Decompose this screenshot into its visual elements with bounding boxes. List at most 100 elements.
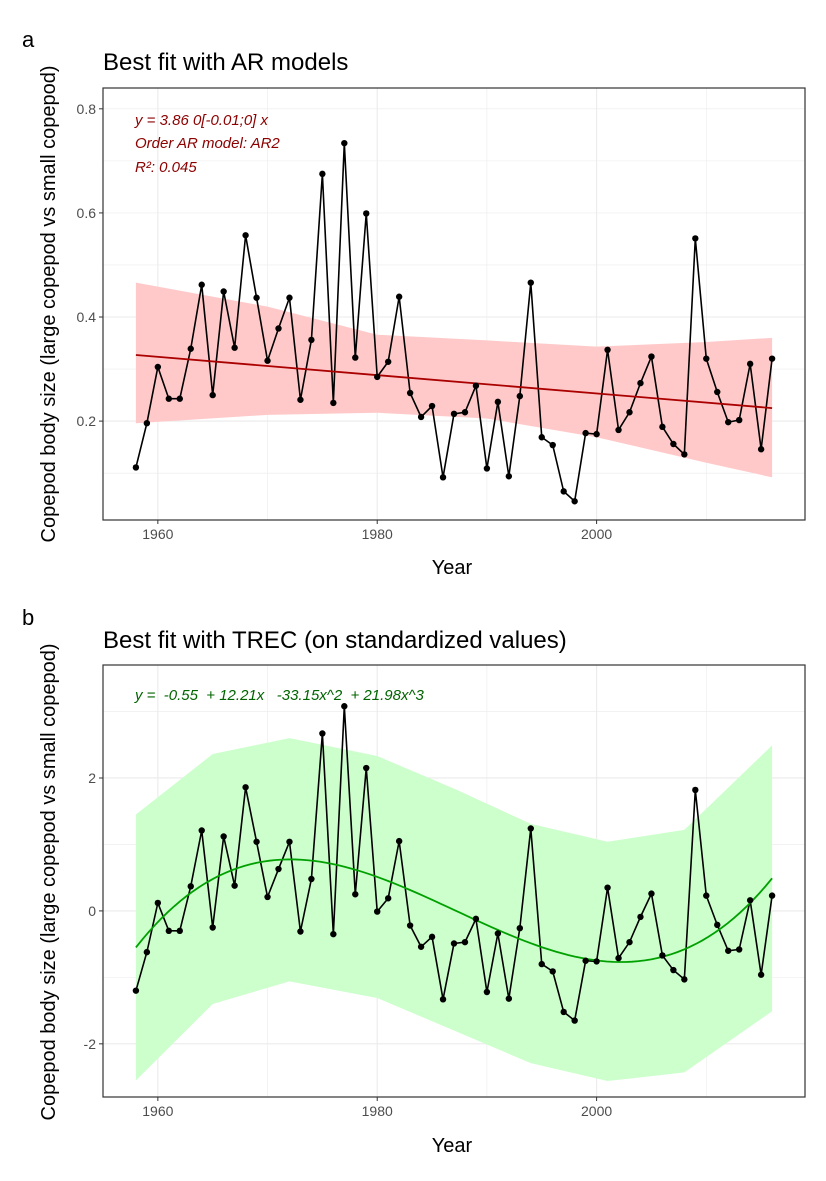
data-point bbox=[253, 294, 260, 301]
data-point bbox=[725, 947, 732, 954]
panel-label: a bbox=[22, 27, 35, 52]
annotation-equation: y = -0.55 + 12.21x -33.15x^2 + 21.98x^3 bbox=[134, 687, 425, 704]
data-point bbox=[494, 398, 502, 406]
plot-area: 1960 1980 2000 0.2 0.4 0.6 0.8 bbox=[77, 87, 806, 542]
data-point bbox=[670, 440, 677, 448]
data-point bbox=[330, 930, 337, 938]
data-point bbox=[395, 837, 403, 845]
data-point bbox=[209, 391, 216, 399]
data-point bbox=[472, 915, 480, 923]
data-point bbox=[428, 933, 436, 941]
data-point bbox=[692, 786, 699, 794]
x-tick-label: 1980 bbox=[362, 526, 393, 542]
data-point bbox=[593, 430, 600, 438]
data-point bbox=[593, 958, 600, 965]
data-point bbox=[768, 892, 776, 899]
data-point bbox=[560, 488, 567, 495]
data-point bbox=[352, 891, 359, 898]
data-point bbox=[319, 170, 326, 178]
data-point bbox=[363, 764, 370, 772]
data-point bbox=[516, 924, 524, 932]
data-point bbox=[714, 921, 721, 929]
chart-title: Best fit with AR models bbox=[103, 49, 348, 76]
data-point bbox=[757, 971, 765, 978]
data-point bbox=[604, 346, 611, 354]
data-point bbox=[538, 434, 545, 441]
data-point bbox=[746, 360, 754, 368]
data-point bbox=[231, 344, 238, 351]
data-point bbox=[242, 784, 249, 791]
data-point bbox=[374, 373, 381, 381]
plot-area: 1960 1980 2000 -2 0 2 bbox=[84, 664, 806, 1119]
data-point bbox=[735, 416, 743, 424]
data-point bbox=[275, 325, 282, 332]
data-point bbox=[450, 940, 458, 947]
data-point bbox=[626, 938, 633, 946]
data-point bbox=[549, 968, 556, 975]
data-point bbox=[275, 865, 282, 873]
data-point bbox=[626, 409, 633, 416]
data-point bbox=[341, 703, 348, 710]
data-point bbox=[132, 987, 140, 994]
data-point bbox=[143, 419, 151, 427]
data-point bbox=[264, 357, 271, 364]
data-point bbox=[637, 913, 644, 921]
x-tick-label: 2000 bbox=[581, 1103, 612, 1119]
data-point bbox=[505, 995, 513, 1002]
data-point bbox=[330, 399, 337, 407]
data-point bbox=[384, 895, 392, 902]
data-point bbox=[549, 441, 556, 449]
data-point bbox=[615, 954, 622, 962]
data-point bbox=[198, 827, 205, 834]
y-axis-title: Copepod body size (large copepod vs smal… bbox=[38, 66, 60, 543]
data-point bbox=[132, 464, 140, 471]
data-point bbox=[483, 465, 491, 472]
y-tick-label: 0.4 bbox=[77, 309, 97, 325]
fit-line bbox=[135, 858, 773, 963]
data-point bbox=[417, 413, 425, 421]
fit-line bbox=[135, 354, 773, 409]
data-point bbox=[165, 927, 173, 935]
x-tick-label: 2000 bbox=[581, 526, 612, 542]
panel-label: b bbox=[22, 605, 34, 630]
annotation-r-squared: R²: 0.045 bbox=[135, 159, 197, 176]
data-point bbox=[582, 957, 589, 964]
data-point bbox=[165, 395, 173, 402]
data-point bbox=[406, 389, 414, 397]
data-point bbox=[308, 875, 315, 883]
data-point bbox=[725, 418, 732, 426]
y-tick-label: 2 bbox=[88, 770, 96, 786]
data-point bbox=[681, 451, 688, 458]
data-point bbox=[176, 395, 183, 402]
data-point bbox=[538, 960, 545, 968]
data-point bbox=[505, 473, 513, 480]
data-point bbox=[154, 363, 162, 371]
chart-title: Best fit with TREC (on standardized valu… bbox=[103, 627, 567, 654]
y-tick-label: 0.2 bbox=[77, 413, 97, 429]
data-point bbox=[286, 838, 293, 845]
data-point bbox=[746, 897, 754, 904]
data-point bbox=[527, 279, 534, 286]
data-point bbox=[319, 730, 326, 737]
y-tick-label: 0.6 bbox=[77, 205, 97, 221]
data-point bbox=[220, 288, 227, 295]
data-point bbox=[187, 345, 194, 352]
plot-border bbox=[102, 87, 806, 521]
data-point bbox=[648, 890, 655, 897]
data-point bbox=[395, 293, 403, 300]
data-point bbox=[757, 446, 765, 453]
data-point bbox=[297, 928, 304, 935]
panel-b: b Best fit with TREC (on standardized va… bbox=[22, 605, 806, 1157]
data-point bbox=[428, 402, 436, 410]
data-point bbox=[231, 882, 238, 889]
x-tick-label: 1960 bbox=[142, 526, 173, 542]
data-point bbox=[659, 423, 666, 431]
data-point bbox=[648, 353, 655, 360]
data-point bbox=[604, 884, 611, 891]
data-point bbox=[461, 409, 469, 416]
data-point bbox=[637, 379, 644, 387]
data-point bbox=[439, 996, 447, 1003]
data-point bbox=[527, 825, 534, 832]
data-point bbox=[286, 294, 293, 301]
